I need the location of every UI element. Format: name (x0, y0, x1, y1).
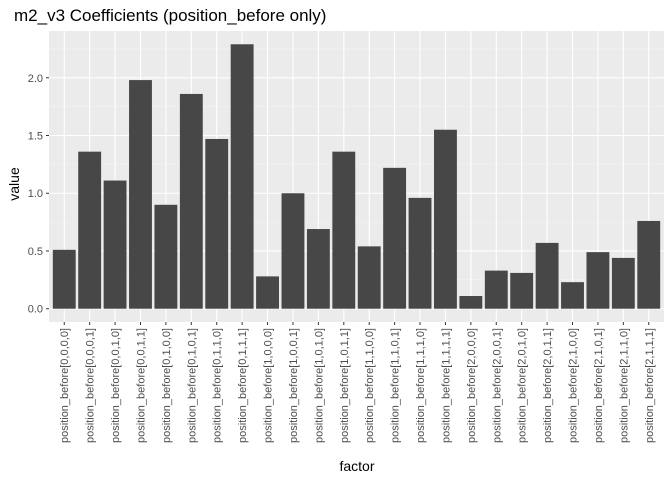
bar (205, 138, 229, 309)
chart-title: m2_v3 Coefficients (position_before only… (14, 6, 326, 25)
bar (78, 151, 102, 309)
bar (129, 80, 152, 309)
bar (281, 193, 305, 309)
x-tick-label: position_before[1,0,0,0] (263, 328, 275, 443)
y-tick-label: 1.5 (28, 131, 43, 143)
x-tick-label: position_before[2,0,1,1] (542, 328, 554, 443)
bar (306, 229, 330, 309)
bar (586, 252, 610, 309)
x-tick-label: position_before[2,1,0,0] (568, 328, 580, 443)
x-axis-title: factor (339, 458, 374, 474)
y-axis: 0.0 0.5 1.0 1.5 2.0 (28, 73, 49, 316)
bar (383, 167, 407, 309)
x-tick-label: position_before[1,1,0,1] (390, 328, 402, 443)
x-tick-label: position_before[0,0,0,0] (59, 328, 71, 443)
bar (179, 93, 203, 309)
bar (154, 204, 178, 309)
bar (484, 270, 508, 309)
y-axis-title: value (6, 167, 22, 201)
bar (459, 296, 483, 309)
x-tick-label: position_before[0,1,0,1] (186, 328, 198, 443)
bar (103, 180, 127, 309)
x-tick-label: position_before[0,0,0,1] (85, 328, 97, 443)
bar (332, 151, 356, 309)
bar (256, 276, 279, 309)
x-tick-label: position_before[2,0,0,0] (466, 328, 478, 443)
x-tick-label: position_before[2,0,0,1] (491, 328, 503, 443)
bar (230, 44, 254, 309)
x-tick-label: position_before[0,0,1,0] (110, 328, 122, 443)
y-tick-label: 0.5 (28, 246, 43, 258)
bar (561, 282, 584, 309)
x-tick-label: position_before[0,1,0,0] (161, 328, 173, 443)
x-tick-label: position_before[0,0,1,1] (135, 328, 147, 443)
bar (357, 246, 381, 309)
y-tick-label: 0.0 (28, 304, 43, 316)
bar (52, 249, 76, 309)
bar (434, 129, 457, 309)
x-tick-label: position_before[2,1,1,0] (618, 328, 630, 443)
bar (408, 197, 432, 309)
bars (52, 44, 661, 309)
x-tick-label: position_before[1,0,1,1] (339, 328, 351, 443)
y-tick-label: 1.0 (28, 188, 43, 200)
x-tick-label: position_before[0,1,1,1] (237, 328, 249, 443)
x-tick-label: position_before[2,1,1,1] (644, 328, 656, 443)
bar (637, 220, 661, 309)
x-tick-label: position_before[2,0,1,0] (517, 328, 529, 443)
x-axis: position_before[0,0,0,0] position_before[… (59, 322, 656, 443)
x-tick-label: position_before[0,1,1,0] (212, 328, 224, 443)
x-tick-label: position_before[2,1,0,1] (593, 328, 605, 443)
y-tick-label: 2.0 (28, 73, 43, 85)
bar (611, 257, 635, 309)
x-tick-label: position_before[1,0,0,1] (288, 328, 300, 443)
bar (535, 242, 559, 309)
x-tick-label: position_before[1,1,1,0] (415, 328, 427, 443)
bar (510, 272, 534, 309)
x-tick-label: position_before[1,1,1,1] (440, 328, 452, 443)
x-tick-label: position_before[1,0,1,0] (313, 328, 325, 443)
x-tick-label: position_before[1,1,0,0] (364, 328, 376, 443)
